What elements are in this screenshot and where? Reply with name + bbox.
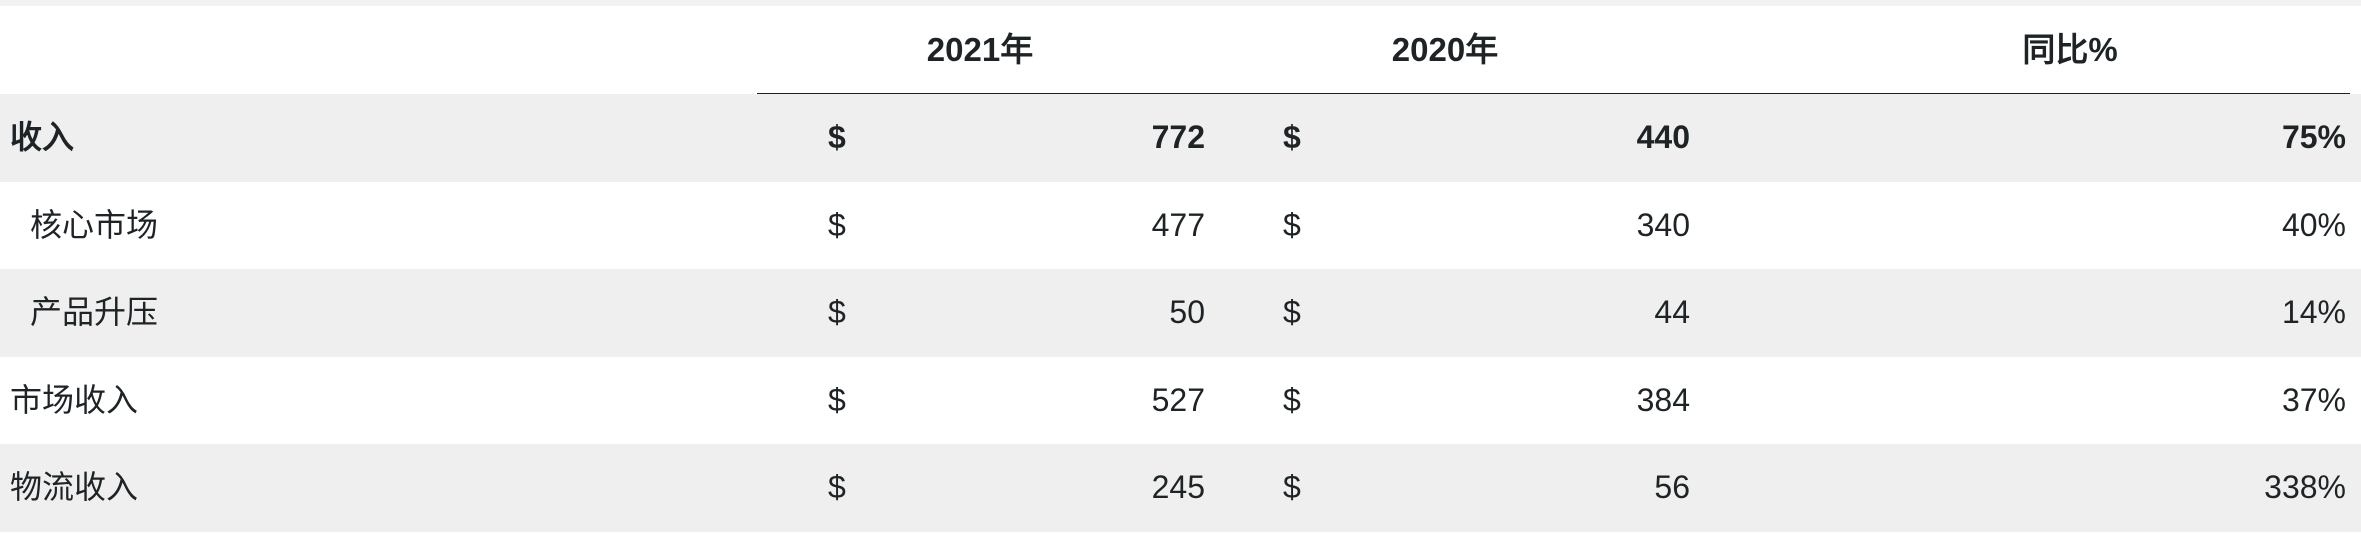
currency-2021: $ xyxy=(828,206,846,243)
currency-2020: $ xyxy=(1283,381,1301,418)
row-label: 物流收入 xyxy=(10,469,139,505)
table-header: 2021年 2020年 同比% xyxy=(0,6,2361,95)
table-row-market-revenue: 市场收入 $ 527 $ 384 37% xyxy=(0,356,2361,444)
header-yoy: 同比% xyxy=(2022,31,2118,68)
value-yoy: 338% xyxy=(2264,469,2346,505)
currency-2020: $ xyxy=(1283,119,1301,155)
row-label: 收入 xyxy=(10,119,75,155)
table-row-total-revenue: 收入 $ 772 $ 440 75% xyxy=(0,94,2361,182)
table-row-product-boost: 产品升压 $ 50 $ 44 14% xyxy=(0,269,2361,357)
value-2021: 477 xyxy=(1151,206,1205,243)
value-yoy: 14% xyxy=(2281,294,2346,330)
table-row-core-market: 核心市场 $ 477 $ 340 40% xyxy=(0,181,2361,269)
currency-2021: $ xyxy=(828,381,846,418)
value-2020: 384 xyxy=(1636,381,1690,418)
row-label: 产品升压 xyxy=(30,294,159,330)
value-2021: 245 xyxy=(1151,469,1205,505)
revenue-table: 2021年 2020年 同比% 收入 $ 772 $ 440 75% 核心市场 … xyxy=(0,6,2361,532)
value-yoy: 37% xyxy=(2281,381,2346,418)
currency-2020: $ xyxy=(1283,206,1301,243)
value-2020: 56 xyxy=(1654,469,1690,505)
value-2021: 527 xyxy=(1151,381,1205,418)
value-2020: 340 xyxy=(1636,206,1690,243)
table-row-logistics-revenue: 物流收入 $ 245 $ 56 338% xyxy=(0,444,2361,532)
currency-2020: $ xyxy=(1283,469,1301,505)
value-2021: 772 xyxy=(1151,119,1205,155)
currency-2021: $ xyxy=(828,469,846,505)
currency-2021: $ xyxy=(828,119,846,155)
value-2020: 44 xyxy=(1654,294,1690,330)
value-yoy: 75% xyxy=(2281,119,2346,155)
top-strip xyxy=(0,0,2361,6)
header-2020: 2020年 xyxy=(1391,31,1499,68)
value-2021: 50 xyxy=(1169,294,1205,330)
value-yoy: 40% xyxy=(2281,206,2346,243)
header-2021: 2021年 xyxy=(926,31,1034,68)
row-label: 核心市场 xyxy=(30,206,159,243)
value-2020: 440 xyxy=(1636,119,1690,155)
row-label: 市场收入 xyxy=(10,381,139,418)
currency-2021: $ xyxy=(828,294,846,330)
currency-2020: $ xyxy=(1283,294,1301,330)
